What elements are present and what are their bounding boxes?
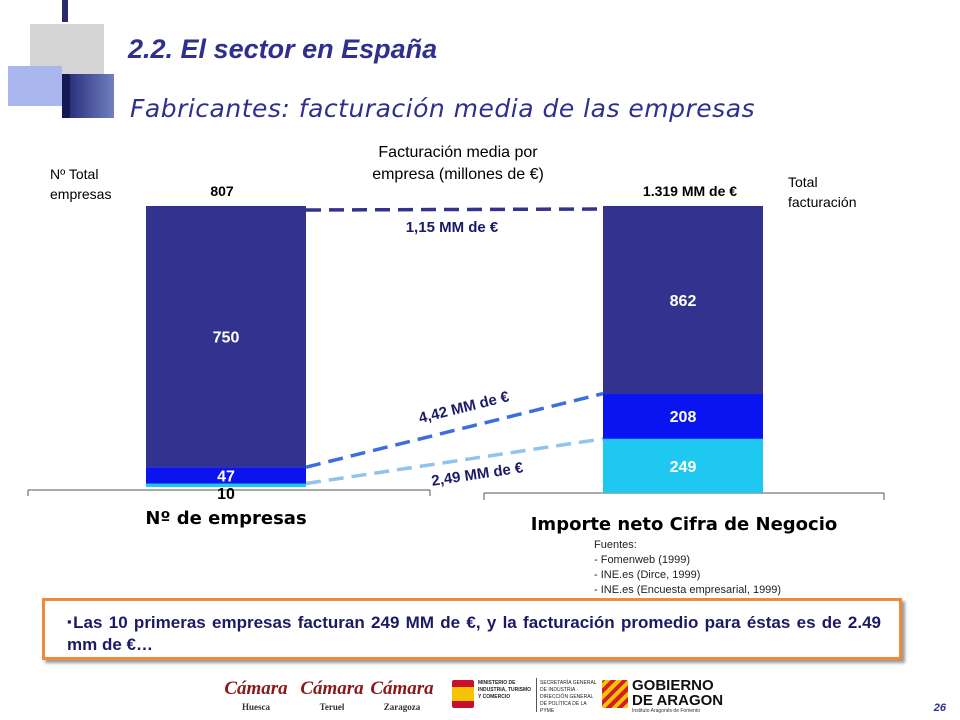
connector-line xyxy=(305,207,604,212)
bullet-icon: ▪ xyxy=(67,614,74,629)
total-label: 807 xyxy=(210,183,234,199)
camara-huesca-logo: Cámara Huesca xyxy=(222,678,290,716)
aragon-flag-icon xyxy=(602,680,628,708)
right-total-title: Total facturación xyxy=(788,174,857,210)
bar-segment xyxy=(146,206,306,468)
secretaria-text: SECRETARÍA GENERAL DE INDUSTRIA · DIRECC… xyxy=(540,680,597,714)
page-number: 26 xyxy=(933,702,946,714)
connector-line xyxy=(305,437,604,486)
camara-city: Huesca xyxy=(242,702,270,712)
left-total-title: Nº Total empresas xyxy=(50,166,112,202)
section-title: 2.2. El sector en España xyxy=(128,34,438,64)
bar-segment xyxy=(603,393,763,439)
gobierno-line1: GOBIERNO xyxy=(632,677,714,694)
sources-block: Fuentes: - Fomenweb (1999) - INE.es (Dir… xyxy=(594,538,781,598)
x-axis-label: Nº de empresas xyxy=(145,508,306,529)
bar-segment xyxy=(603,438,763,493)
camara-zaragoza-logo: Cámara Zaragoza xyxy=(368,678,436,716)
camara-teruel-logo: Cámara Teruel xyxy=(298,678,366,716)
camara-city: Zaragoza xyxy=(383,702,421,712)
segment-label: 249 xyxy=(670,459,697,476)
camara-city: Teruel xyxy=(319,702,345,712)
source-item: - INE.es (Dirce, 1999) xyxy=(594,569,701,581)
segment-label: 208 xyxy=(670,409,697,426)
coat-of-arms-icon xyxy=(452,680,474,708)
gobierno-aragon-logo: GOBIERNO DE ARAGON Instituto Aragonés de… xyxy=(602,676,752,714)
total-label: 1.319 MM de € xyxy=(643,183,737,199)
x-axis-label: Importe neto Cifra de Negocio xyxy=(531,514,838,535)
segment-label: 10 xyxy=(217,486,235,503)
center-chart-title: Facturación media por empresa (millones … xyxy=(372,144,544,183)
ministry-text: MINISTERIO DE INDUSTRIA, TURISMO Y COMER… xyxy=(478,680,532,700)
segment-label: 47 xyxy=(217,468,235,485)
bar-segment xyxy=(146,483,306,487)
segment-label: 750 xyxy=(213,330,240,347)
connector-label: 1,15 MM de € xyxy=(406,219,499,236)
highlight-note: ▪Las 10 primeras empresas facturan 249 M… xyxy=(42,598,902,660)
corner-decoration xyxy=(0,0,120,120)
note-text: Las 10 primeras empresas facturan 249 MM… xyxy=(67,613,881,654)
bar-segment xyxy=(146,467,306,484)
camara-word: Cámara xyxy=(370,678,434,699)
camara-word: Cámara xyxy=(300,678,364,699)
source-item: - Fomenweb (1999) xyxy=(594,554,690,566)
source-item: - INE.es (Encuesta empresarial, 1999) xyxy=(594,584,782,596)
connector-line xyxy=(305,391,604,469)
page-subtitle: Fabricantes: facturación media de las em… xyxy=(130,94,756,123)
gobierno-line3: Instituto Aragonés de Fomento xyxy=(632,708,701,714)
ministry-logo: MINISTERIO DE INDUSTRIA, TURISMO Y COMER… xyxy=(452,678,596,714)
camara-word: Cámara xyxy=(224,678,288,699)
segment-label: 862 xyxy=(670,293,697,310)
sources-title: Fuentes: xyxy=(594,539,637,551)
gobierno-line2: DE ARAGON xyxy=(632,692,724,709)
bar-segment xyxy=(603,206,763,394)
